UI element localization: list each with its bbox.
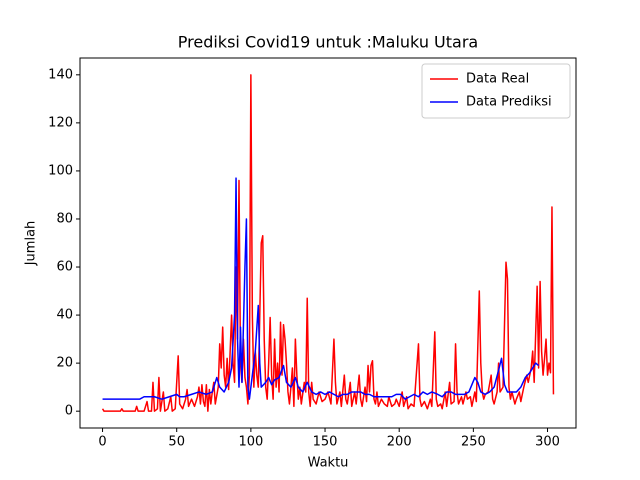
legend-box bbox=[421, 63, 571, 119]
y-tick-label: 60 bbox=[56, 260, 73, 275]
y-tick-label: 40 bbox=[56, 308, 73, 323]
x-tick-label: 250 bbox=[461, 435, 486, 450]
x-tick-label: 150 bbox=[313, 435, 338, 450]
x-tick-label: 200 bbox=[387, 435, 412, 450]
legend-label: Data Real bbox=[466, 72, 529, 87]
data-line bbox=[102, 177, 540, 400]
legend-label: Data Prediksi bbox=[466, 95, 552, 110]
chart-title: Prediksi Covid19 untuk :Maluku Utara bbox=[178, 33, 478, 52]
x-tick-label: 50 bbox=[168, 435, 185, 450]
x-tick-label: 300 bbox=[535, 435, 560, 450]
y-tick-label: 20 bbox=[56, 356, 73, 371]
y-tick-label: 140 bbox=[48, 67, 73, 82]
x-tick-label: 0 bbox=[98, 435, 106, 450]
x-tick-label: 100 bbox=[238, 435, 263, 450]
y-axis-label: Jumlah bbox=[24, 221, 39, 267]
y-tick-label: 120 bbox=[48, 115, 73, 130]
y-tick-label: 80 bbox=[56, 211, 73, 226]
y-tick-label: 0 bbox=[65, 404, 73, 419]
x-axis-label: Waktu bbox=[308, 456, 349, 471]
data-line bbox=[101, 74, 555, 412]
y-tick-label: 100 bbox=[48, 163, 73, 178]
plot-frame bbox=[79, 57, 577, 429]
